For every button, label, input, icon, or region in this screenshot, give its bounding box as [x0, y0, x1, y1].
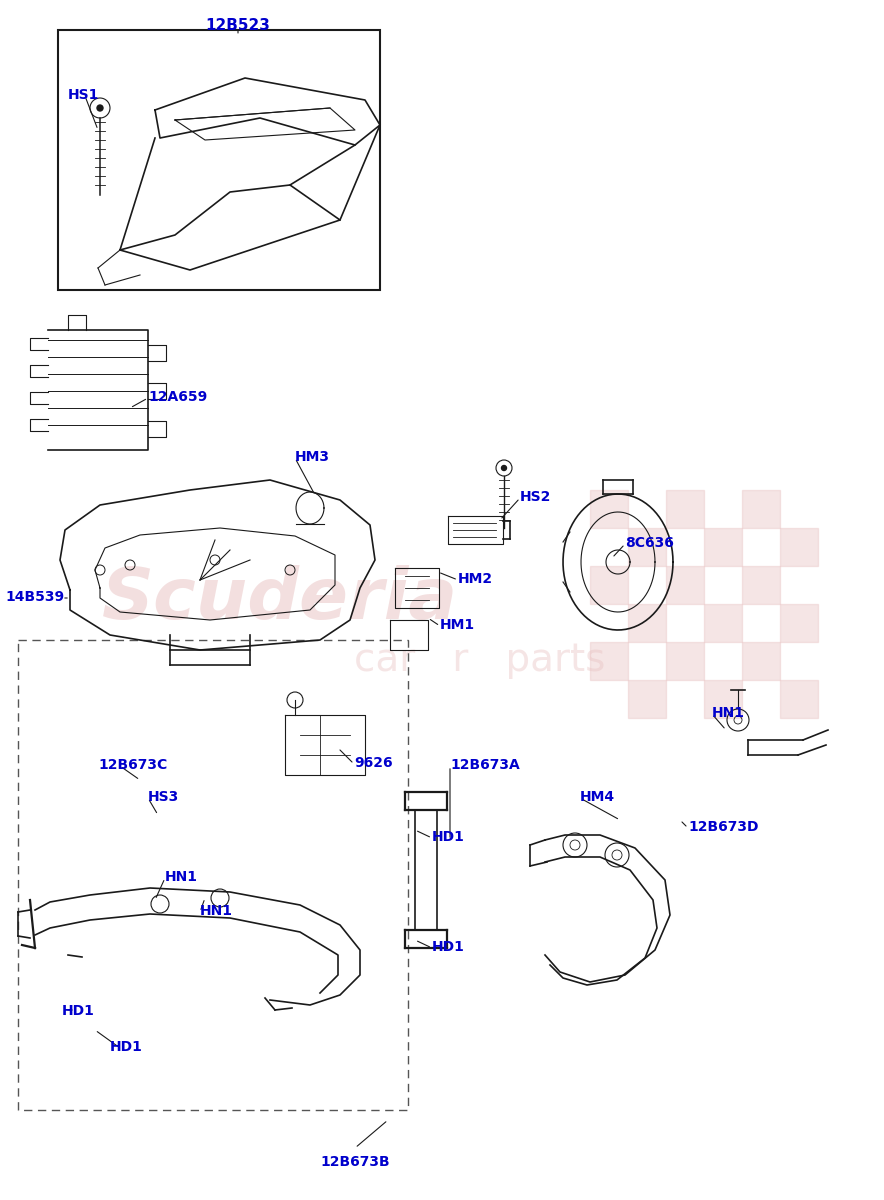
Text: 12A659: 12A659 — [148, 390, 207, 404]
Circle shape — [501, 466, 507, 470]
Text: HM4: HM4 — [580, 790, 615, 804]
Bar — [780, 604, 818, 642]
Text: HM1: HM1 — [440, 618, 475, 632]
Text: HD1: HD1 — [62, 1004, 95, 1018]
Text: 12B673B: 12B673B — [320, 1154, 390, 1169]
Bar — [742, 490, 780, 528]
Bar — [58, 30, 380, 290]
Bar — [590, 490, 628, 528]
Text: 12B673A: 12B673A — [450, 758, 520, 772]
Bar — [704, 680, 742, 718]
Bar — [780, 680, 818, 718]
Circle shape — [97, 104, 103, 110]
Bar — [628, 604, 666, 642]
Text: HN1: HN1 — [165, 870, 198, 884]
Text: 12B673C: 12B673C — [98, 758, 167, 772]
Text: HM3: HM3 — [295, 450, 330, 464]
Text: Scuderia: Scuderia — [102, 565, 458, 635]
Bar — [742, 566, 780, 604]
Text: HS1: HS1 — [68, 88, 99, 102]
Text: HS2: HS2 — [520, 490, 552, 504]
Text: HD1: HD1 — [432, 830, 465, 844]
Bar — [590, 642, 628, 680]
Bar — [704, 604, 742, 642]
Bar — [666, 566, 704, 604]
Bar — [742, 642, 780, 680]
Text: HD1: HD1 — [432, 940, 465, 954]
Text: HS3: HS3 — [148, 790, 179, 804]
Bar — [18, 640, 408, 1110]
Text: 12B523: 12B523 — [206, 18, 271, 32]
Text: 12B673D: 12B673D — [688, 820, 758, 834]
Text: HD1: HD1 — [110, 1040, 143, 1054]
Bar — [666, 490, 704, 528]
Bar — [666, 642, 704, 680]
Text: HN1: HN1 — [712, 706, 745, 720]
Bar — [628, 680, 666, 718]
Bar — [704, 528, 742, 566]
Text: car   r   parts: car r parts — [354, 641, 606, 679]
Bar — [628, 528, 666, 566]
Bar — [590, 566, 628, 604]
Text: HM2: HM2 — [458, 572, 493, 586]
Text: 8C636: 8C636 — [625, 536, 674, 550]
Text: 9626: 9626 — [354, 756, 392, 770]
Text: HN1: HN1 — [200, 904, 233, 918]
Text: 14B539: 14B539 — [5, 590, 65, 604]
Bar — [780, 528, 818, 566]
